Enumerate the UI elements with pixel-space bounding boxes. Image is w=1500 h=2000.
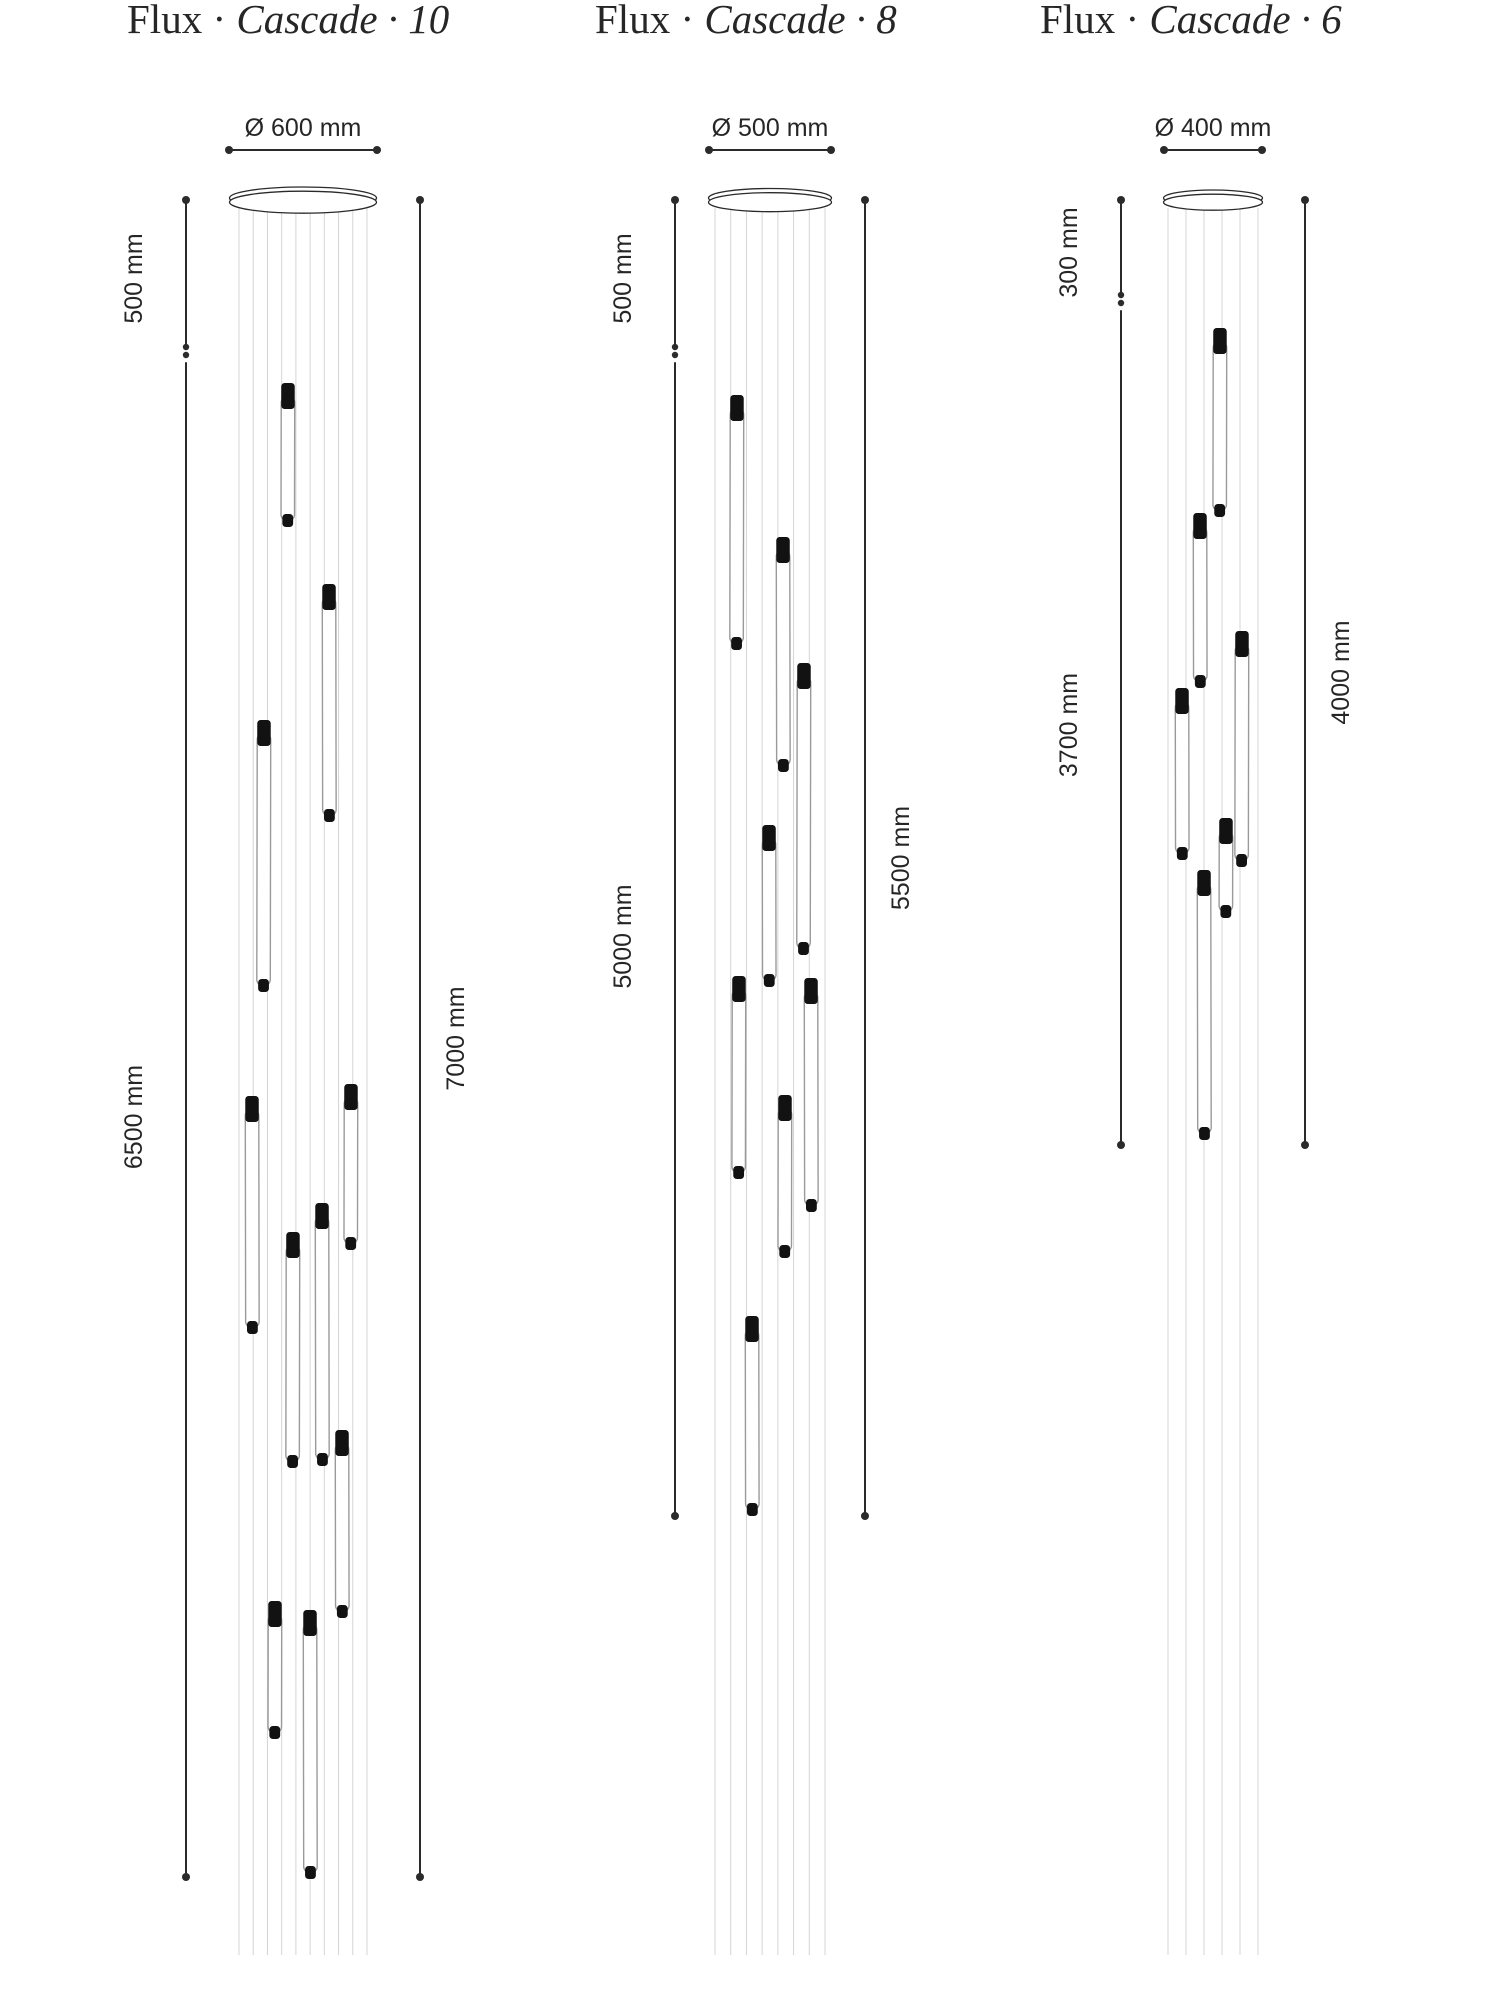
- svg-text:6500 mm: 6500 mm: [120, 1065, 148, 1169]
- svg-text:500 mm: 500 mm: [609, 233, 637, 323]
- svg-text:500 mm: 500 mm: [120, 233, 148, 323]
- svg-text:300 mm: 300 mm: [1055, 207, 1083, 297]
- svg-text:Ø 400 mm: Ø 400 mm: [1155, 114, 1272, 142]
- svg-text:Ø 600 mm: Ø 600 mm: [245, 114, 362, 142]
- svg-text:4000 mm: 4000 mm: [1327, 620, 1355, 724]
- svg-text:Flux · Cascade · 6: Flux · Cascade · 6: [1040, 0, 1342, 42]
- svg-text:3700 mm: 3700 mm: [1055, 673, 1083, 777]
- svg-text:5500 mm: 5500 mm: [887, 806, 915, 910]
- svg-text:Ø 500 mm: Ø 500 mm: [712, 114, 829, 142]
- svg-text:Flux · Cascade · 10: Flux · Cascade · 10: [127, 0, 449, 42]
- svg-text:Flux · Cascade · 8: Flux · Cascade · 8: [595, 0, 897, 42]
- svg-text:5000 mm: 5000 mm: [609, 884, 637, 988]
- svg-text:7000 mm: 7000 mm: [442, 986, 470, 1090]
